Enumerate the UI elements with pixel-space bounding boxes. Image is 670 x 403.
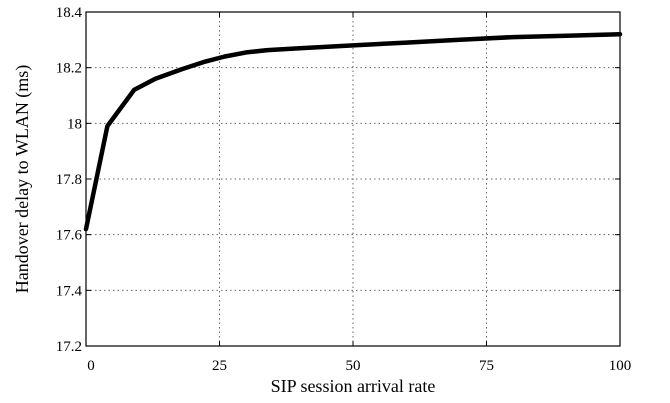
y-tick-label: 17.2 <box>56 339 82 355</box>
x-tick-label: 100 <box>609 358 632 374</box>
x-axis-label: SIP session arrival rate <box>271 376 436 396</box>
y-tick-label: 17.6 <box>56 228 83 244</box>
y-axis-label: Handover delay to WLAN (ms) <box>12 65 33 294</box>
x-tick-label: 50 <box>346 358 361 374</box>
y-tick-label: 18 <box>67 116 82 132</box>
y-tick-label: 18.2 <box>56 61 82 77</box>
series-layer <box>83 32 623 232</box>
y-tick-labels: 17.2 17.4 17.6 17.8 18 18.2 18.4 <box>56 5 83 355</box>
x-tick-label: 25 <box>212 358 227 374</box>
series-line-0 <box>83 32 623 232</box>
grid-lines <box>86 12 620 346</box>
x-tick-labels: 0 25 50 75 100 <box>87 358 631 374</box>
y-tick-label: 17.8 <box>56 172 82 188</box>
plot-frame <box>85 11 621 347</box>
x-tick-label: 0 <box>87 358 95 374</box>
y-tick-label: 18.4 <box>56 5 83 21</box>
x-tick-label: 75 <box>479 358 494 374</box>
y-tick-label: 17.4 <box>56 283 83 299</box>
